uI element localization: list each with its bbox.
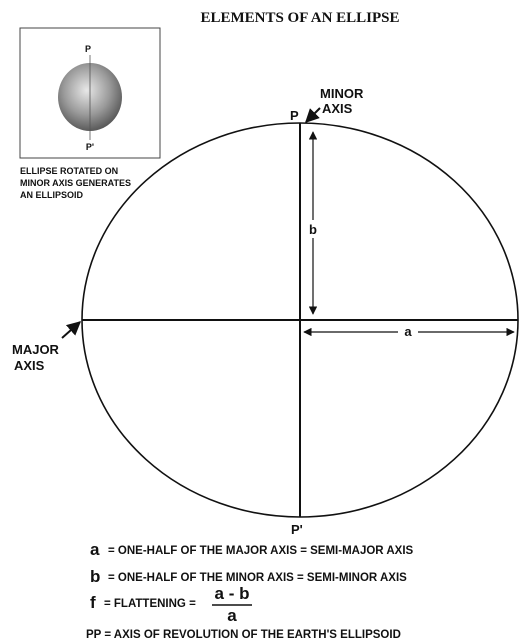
minor-axis-label: AXIS <box>322 101 353 116</box>
legend-symbol: a <box>90 540 100 559</box>
label-bg <box>304 220 322 238</box>
inset-caption: MINOR AXIS GENERATES <box>20 178 131 188</box>
fraction-numerator: a - b <box>215 584 250 603</box>
semi-minor-label: b <box>309 222 317 237</box>
fraction-denominator: a <box>227 606 237 625</box>
title: ELEMENTS OF AN ELLIPSE <box>200 10 399 26</box>
legend-symbol: b <box>90 567 100 586</box>
semi-major-label: a <box>404 324 412 339</box>
major-axis-pointer <box>61 321 82 339</box>
legend-text: = FLATTENING = <box>104 598 196 610</box>
p-label: P <box>290 108 299 123</box>
major-axis-label: MAJOR <box>12 342 60 357</box>
legend-text: = ONE-HALF OF THE MAJOR AXIS = SEMI-MAJO… <box>108 545 414 557</box>
label-bg <box>398 324 418 340</box>
minor-axis-pointer <box>305 107 321 123</box>
legend-text: = ONE-HALF OF THE MINOR AXIS = SEMI-MINO… <box>108 572 407 584</box>
minor-axis-label: MINOR <box>320 86 364 101</box>
legend-symbol: f <box>90 593 96 612</box>
inset-caption: AN ELLIPSOID <box>20 190 84 200</box>
p-prime-label: P' <box>291 522 303 537</box>
inset-caption: ELLIPSE ROTATED ON <box>20 166 118 176</box>
major-axis-label: AXIS <box>14 358 45 373</box>
inset-top-label: P <box>85 44 91 54</box>
legend-text: PP = AXIS OF REVOLUTION OF THE EARTH'S E… <box>86 629 401 641</box>
inset-bottom-label: P' <box>86 142 94 152</box>
